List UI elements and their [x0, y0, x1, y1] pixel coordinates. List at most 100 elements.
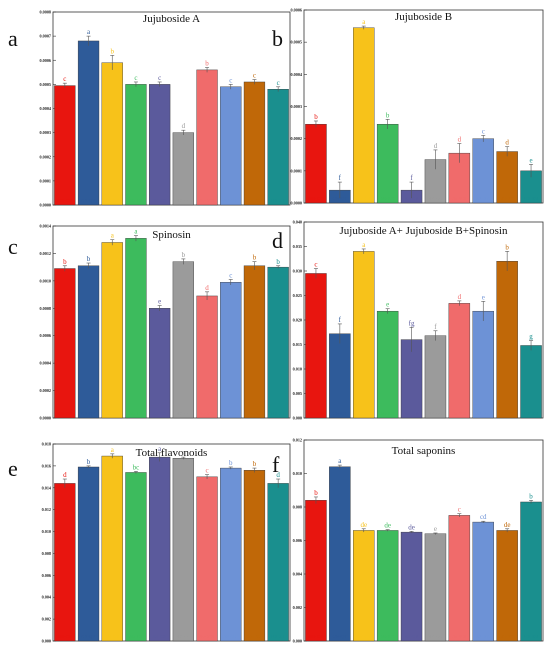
plot-frame [52, 225, 291, 419]
bar [305, 500, 327, 642]
x-tick-label: SX-CZ [153, 198, 167, 203]
significance-letter: c [63, 75, 66, 83]
significance-letter: b [205, 59, 209, 67]
significance-letter: g [529, 333, 533, 341]
y-tick-label: 0.0005 [39, 82, 51, 87]
y-tick-label: 0.020 [293, 318, 302, 323]
y-tick-label: 0.0006 [39, 333, 51, 338]
bar [329, 333, 351, 419]
x-tick-label: HB-ZH [271, 198, 286, 203]
x-tick-label: HB-ZH [524, 411, 539, 416]
significance-letter: b [229, 459, 233, 467]
y-tick-label: 0.0008 [39, 306, 51, 311]
significance-letter: d [276, 471, 280, 479]
chart-panel-b: b Jujuboside B 0.0000 0.0001 0.0002 0.0003 0.0… [272, 8, 544, 206]
y-tick-label: 0.0004 [39, 106, 51, 111]
bar [353, 530, 375, 642]
chart-title: Spinosin [152, 229, 191, 241]
y-tick-label: 0.0005 [290, 40, 302, 45]
y-tick-label: 0.025 [293, 293, 302, 298]
bar [353, 251, 375, 419]
x-tick-label: SD-LY [129, 634, 143, 639]
y-tick-label: 0.0004 [39, 361, 51, 366]
x-tick-label: SX-LL [177, 411, 191, 416]
x-tick-label: LN-CY [105, 198, 120, 203]
bar [196, 69, 218, 206]
significance-letter: a [111, 232, 115, 240]
significance-letter: de [408, 523, 415, 531]
significance-letter: f [410, 174, 413, 182]
y-tick-label: 0.012 [42, 507, 51, 512]
panel-letter: f [272, 452, 280, 477]
bar [353, 27, 375, 204]
significance-letter: d [458, 293, 462, 301]
x-tick-label: SD-LY [129, 198, 143, 203]
x-tick-label: Sx-WN [200, 198, 215, 203]
x-tick-label: SX-LL [177, 634, 191, 639]
bar [472, 521, 494, 642]
panel-letter: e [8, 456, 18, 481]
x-tick-label: SX-LL [429, 411, 443, 416]
bar [448, 515, 471, 642]
y-tick-label: 0.016 [42, 463, 51, 468]
x-tick-label: LN-CY [356, 411, 371, 416]
y-tick-label: 0.006 [293, 538, 302, 543]
significance-letter: b [87, 255, 91, 263]
x-tick-label: HB-CD [309, 196, 324, 201]
panel-letter: d [272, 228, 283, 253]
significance-letter: de [360, 521, 367, 529]
x-tick-label: HB-CD [57, 411, 72, 416]
significance-letter: b [276, 258, 280, 266]
y-tick-label: 0.004 [293, 572, 303, 577]
significance-letter: e [434, 525, 437, 533]
significance-letter: de [384, 522, 391, 530]
y-tick-label: 0.0001 [290, 168, 302, 173]
significance-letter: b [253, 254, 257, 262]
x-tick-label: HB-XT [500, 411, 515, 416]
significance-letter: b [529, 492, 533, 500]
bar [267, 88, 289, 206]
y-tick-label: 0.006 [42, 573, 51, 578]
x-tick-label: HB-CD [57, 634, 72, 639]
y-tick-label: 0.002 [293, 605, 302, 610]
bar [496, 530, 518, 642]
bar [305, 273, 327, 419]
bar [267, 483, 289, 642]
significance-letter: b [253, 460, 257, 468]
panel-letter: b [272, 26, 283, 51]
y-tick-label: 0.0000 [39, 203, 51, 208]
x-tick-label: GS-QY [333, 634, 348, 639]
significance-letter: b [111, 47, 115, 55]
x-tick-label: SX-CZ [405, 411, 419, 416]
y-tick-label: 0.018 [42, 442, 51, 447]
bar [267, 266, 289, 419]
x-tick-label: LN-CY [105, 411, 120, 416]
bar [472, 310, 494, 419]
significance-letter: c [229, 76, 232, 84]
significance-letter: b [505, 243, 509, 251]
y-tick-label: 0.000 [293, 416, 302, 421]
bar [54, 483, 76, 642]
bar [400, 531, 423, 642]
bar [101, 455, 123, 642]
x-tick-label: SX-YC [224, 411, 238, 416]
significance-letter: a [362, 18, 366, 26]
significance-letter: d [205, 284, 209, 292]
significance-letter: c [277, 79, 280, 87]
bar [243, 81, 266, 206]
y-tick-label: 0.010 [42, 529, 51, 534]
x-tick-label: SX-YC [476, 411, 490, 416]
significance-letter: c [134, 74, 137, 82]
bar [101, 242, 123, 419]
x-tick-label: GS-QY [81, 634, 96, 639]
significance-letter: c [458, 506, 461, 514]
x-tick-label: SD-LY [381, 411, 395, 416]
significance-letter: a [87, 28, 91, 36]
bar [305, 123, 327, 204]
bar [149, 456, 171, 642]
significance-letter: c [158, 74, 161, 82]
y-tick-label: 0.0007 [39, 34, 51, 39]
plot-frame [52, 443, 291, 642]
x-tick-label: Sx-WN [200, 634, 215, 639]
